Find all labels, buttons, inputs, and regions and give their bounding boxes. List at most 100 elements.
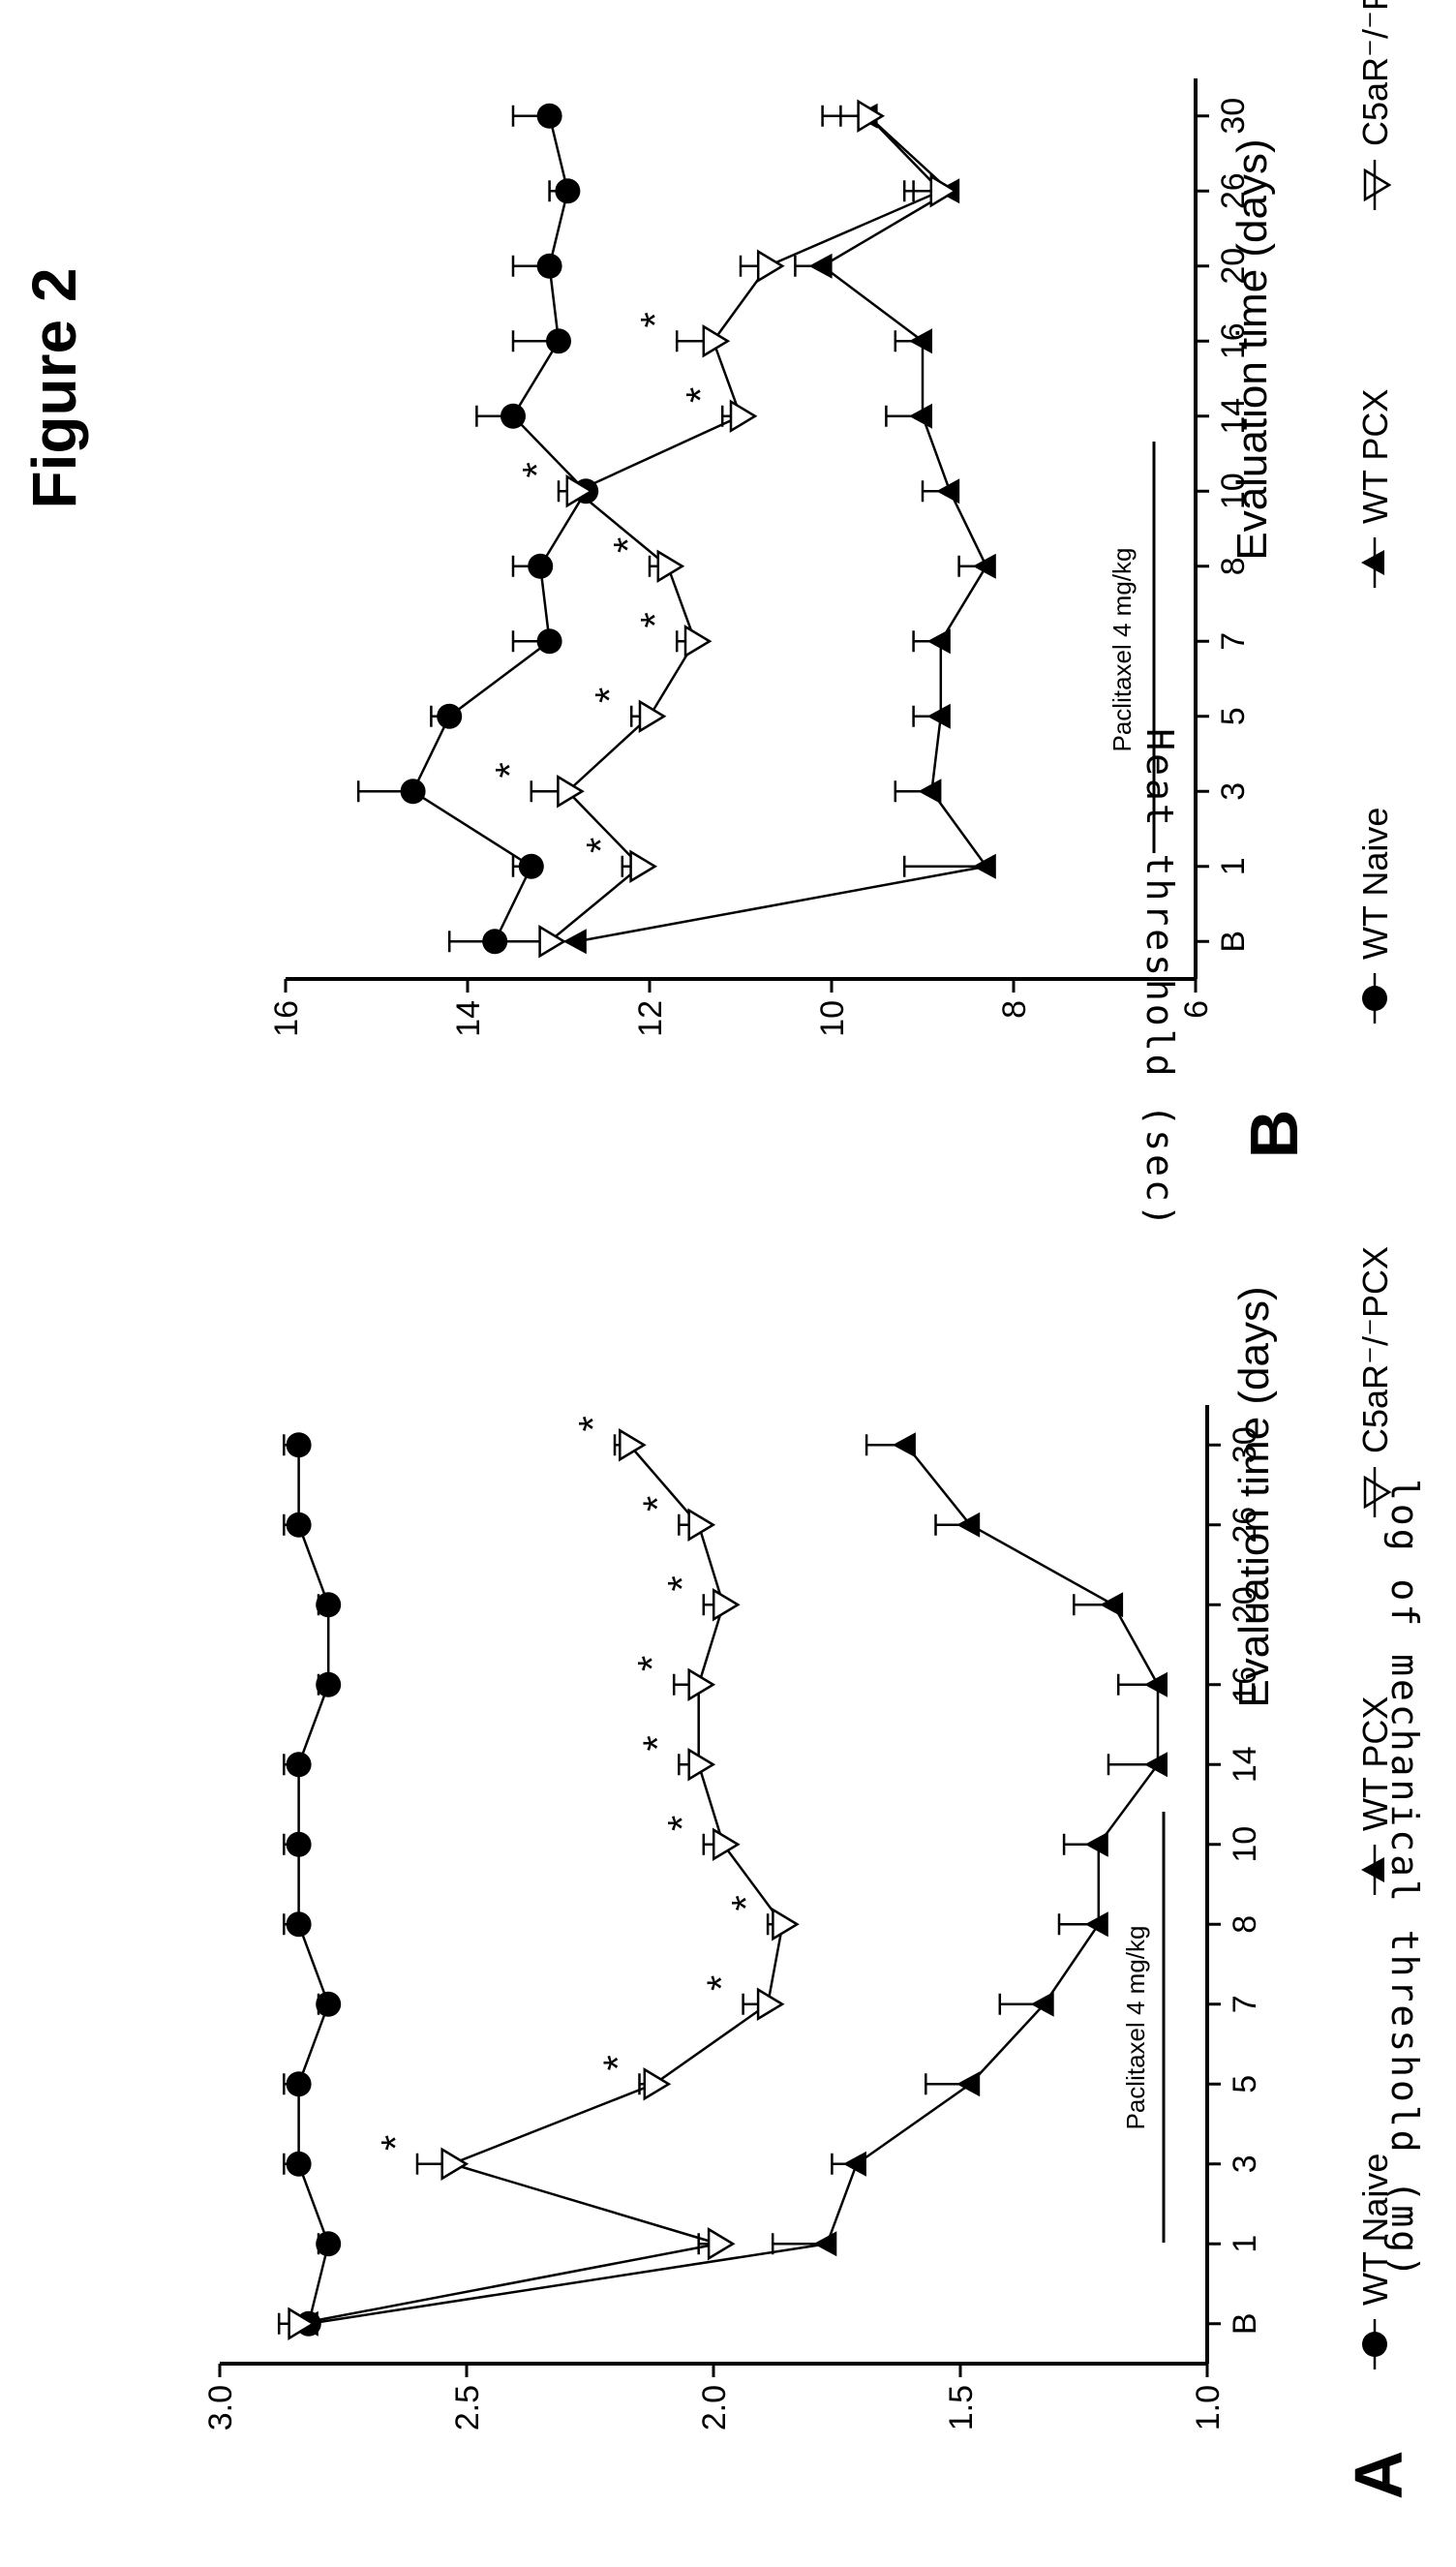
panel-a-data-point <box>440 2147 470 2181</box>
panel-a-y-tick-label: 1.5 <box>943 2385 980 2430</box>
panel-a-data-point <box>619 1428 647 1462</box>
panel-a-data-point <box>687 1748 716 1782</box>
panel-a-y-tick-label: 3.0 <box>202 2385 239 2430</box>
panel-b-data-point <box>638 699 667 733</box>
panel-a-data-point <box>1144 1671 1168 1697</box>
panel-a-data-point <box>756 1987 785 2021</box>
panel-b-data-point <box>909 328 932 354</box>
panel-b-data-point <box>518 853 544 879</box>
panel-a-x-tick-label: 20 <box>1227 1586 1263 1623</box>
panel-b-legend-label: C5aR⁻/⁻PCX <box>1355 0 1395 146</box>
panel-a-letter: A <box>1341 2451 1416 2500</box>
panel-b-series-line-2 <box>548 114 943 943</box>
panel-a-significance-star: * <box>373 2135 418 2151</box>
panel-b-legend: WT Naive WT PCX C5aR⁻/⁻PCX <box>1355 0 1395 1024</box>
panel-a-data-point <box>842 2151 866 2177</box>
panel-b-data-point <box>400 779 426 805</box>
panel-b-significance-star: * <box>587 688 632 703</box>
panel-a-data-point <box>643 2067 672 2101</box>
panel-a-x-tick-label: 5 <box>1227 2075 1263 2093</box>
panel-b-x-tick-label: 30 <box>1215 98 1252 135</box>
panel-a-x-tick-label: 26 <box>1227 1507 1263 1543</box>
panel-b-x-tick-label: 16 <box>1215 322 1252 359</box>
panel-a-data-point <box>316 2231 342 2257</box>
panel-a-data-point <box>316 1592 342 1618</box>
panel-b-significance-star: * <box>678 387 723 403</box>
panel-a-data-point <box>956 2071 981 2097</box>
panel-a-data-point <box>892 1432 916 1458</box>
panel-a-x-tick-label: 8 <box>1227 1915 1263 1934</box>
panel-a-series-line-2 <box>298 1444 784 2325</box>
panel-b-x-tick-label: 7 <box>1215 632 1252 651</box>
panel-b-plot-area: 6 8 10 12 14 16 B 1 3 5 7 8 10 14 16 20 26 30 * * * * * * * * <box>268 78 1252 1037</box>
panel-b-significance-star: * <box>632 612 678 627</box>
panel-b-data-point <box>437 703 463 729</box>
panel-a-x-tick-label: 1 <box>1227 2235 1263 2253</box>
panel-a-significance-star: * <box>723 1895 769 1910</box>
panel-a-legend-label: WT Naive <box>1355 2154 1395 2306</box>
panel-b-significance-star: * <box>578 838 623 853</box>
panel-b-x-tick-label: 8 <box>1215 557 1252 575</box>
panel-a-significance-star: * <box>595 2055 641 2070</box>
panel-b-series-line-1 <box>576 114 988 943</box>
panel-a-plot-area: 1.0 1.5 2.0 2.5 3.0 B 1 3 5 7 8 10 14 16 20 26 30 * * * * * * *… <box>202 1405 1263 2430</box>
panel-a-significance-star: * <box>699 1975 744 1991</box>
panel-b-x-tick-label: 26 <box>1215 172 1252 209</box>
panel-a-data-point <box>707 2227 736 2261</box>
panel-b-data-point <box>926 703 951 729</box>
panel-b-significance-star: * <box>487 762 532 778</box>
panel-a-data-point <box>712 1588 741 1622</box>
panel-b-data-point <box>857 99 886 133</box>
panel-b-data-point <box>656 549 685 583</box>
panel-a-data-point <box>1100 1592 1124 1618</box>
panel-a-significance-star: * <box>659 1816 705 1831</box>
panel-a-data-point <box>286 1432 312 1458</box>
panel-b-y-tick-label: 12 <box>632 1000 669 1037</box>
panel-a-legend: WT Naive WT PCX C5aR⁻/⁻PCX <box>1355 1246 1395 2369</box>
panel-b-legend-marker <box>1361 550 1384 575</box>
panel-b-data-point <box>536 628 562 655</box>
panel-b-data-point <box>629 849 658 883</box>
panel-a-data-point <box>1084 1911 1108 1938</box>
panel-a-data-point <box>316 1671 342 1697</box>
panel-b-significance-star: * <box>605 537 651 553</box>
panel-a-legend-marker <box>1363 1475 1392 1510</box>
panel-b-legend-label: WT Naive <box>1355 808 1395 960</box>
panel-a-x-tick-label: B <box>1227 2312 1263 2335</box>
panel-b-y-tick-label: 14 <box>450 1000 487 1037</box>
panel-b-data-point <box>918 779 942 805</box>
panel-b-legend-marker <box>1363 168 1392 202</box>
panel-b-data-point <box>546 328 571 354</box>
panel-a-treatment-annotation: Paclitaxel 4 mg/kg <box>1121 1926 1150 2130</box>
panel-a-x-tick-label: 30 <box>1227 1426 1263 1463</box>
panel-b-data-point <box>536 253 562 279</box>
panel-b-data-point <box>555 178 581 204</box>
panel-b-data-point <box>538 925 567 959</box>
panel-a: A log of mechanical threshold (mg) Evalu… <box>202 1246 1426 2499</box>
panel-b-data-point <box>972 853 996 879</box>
panel-b-x-tick-label: 10 <box>1215 473 1252 509</box>
panel-b-y-tick-label: 16 <box>268 1000 305 1037</box>
panel-b-legend-label: WT PCX <box>1355 389 1395 524</box>
panel-a-data-point <box>956 1512 981 1538</box>
panel-a-y-tick-label: 2.0 <box>696 2385 733 2430</box>
panel-b-x-tick-label: 3 <box>1215 782 1252 801</box>
panel-a-data-point <box>1084 1831 1108 1857</box>
panel-b-significance-star: * <box>632 312 678 327</box>
panel-a-significance-star: * <box>629 1656 675 1671</box>
panel-a-data-point <box>1030 1991 1054 2017</box>
panel-a-legend-marker <box>1361 1857 1384 1882</box>
panel-b-y-tick-label: 8 <box>996 1000 1033 1019</box>
panel-a-data-point <box>772 1908 800 1941</box>
panel-b-data-point <box>562 929 587 955</box>
panel-a-series-line-0 <box>297 1445 330 2325</box>
panel-b-data-point <box>565 474 594 508</box>
panel-a-data-point <box>813 2231 837 2257</box>
panel-a-data-point <box>286 2151 312 2177</box>
panel-b-data-point <box>909 403 932 429</box>
panel-b-data-point <box>536 103 562 129</box>
figure-title: Figure 2 <box>19 268 89 509</box>
panel-a-legend-label: C5aR⁻/⁻PCX <box>1355 1246 1395 1453</box>
